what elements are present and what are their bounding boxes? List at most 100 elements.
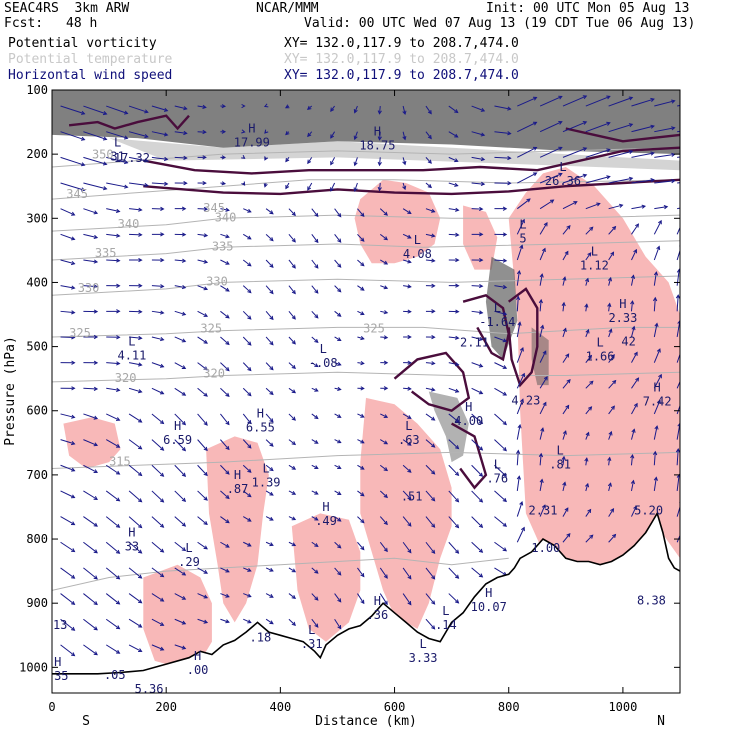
wind-vector-head [681,526,684,530]
wind-vector-head [515,295,521,301]
wind-vector-head [610,251,615,256]
wind-vector-head [606,121,611,126]
wind-vector-head [241,103,246,109]
wind-vector-head [612,379,617,385]
wind-vector [494,156,511,159]
wind-vector-head [225,367,230,372]
wind-vector [357,336,364,340]
wind-vector-head [291,211,296,217]
wind-vector-head [247,619,252,624]
wind-vector [562,379,571,389]
wind-vector-head [454,158,459,163]
wind-vector-head [269,315,274,321]
theta-label: 345 [66,187,88,201]
wind-vector-head [686,205,689,208]
wind-vector [83,464,98,473]
wind-vector [128,567,142,579]
wind-vector [402,413,412,419]
wind-vector-head [307,132,312,138]
wind-vector-head [612,533,617,539]
wind-vector-head [407,309,412,314]
wind-vector-head [269,620,274,625]
wind-vector [378,131,381,140]
wind-vector-head [654,322,659,327]
wind-vector [562,302,565,312]
theta-label: 325 [69,326,91,340]
extremum-value: 2.11 [460,336,489,350]
wind-vector [494,387,507,396]
wind-vector-head [628,96,634,101]
wind-vector [608,150,633,158]
wind-vector-head [653,476,658,481]
wind-vector-head [454,574,460,579]
wind-vector-head [183,155,188,161]
wind-vector-head [427,184,433,189]
theta-contour [52,147,680,168]
wind-vector-head [628,149,634,154]
wind-vector [174,310,186,316]
wind-vector [471,464,483,477]
wind-vector-head [337,263,342,268]
wind-vector [128,439,142,450]
wind-vector-head [407,468,412,473]
y-tick-label: 500 [26,340,48,354]
wind-vector-head [480,132,486,137]
wind-vector [334,618,342,629]
wind-vector-head [652,450,658,456]
x-tick-label: 1000 [608,700,637,714]
wind-vector [402,131,406,140]
wind-vector-head [360,360,365,366]
wind-vector [608,252,614,261]
wind-vector [242,285,252,293]
wind-vector-head [93,651,98,656]
wind-vector [425,516,435,528]
wind-vector [448,233,459,236]
wind-vector-head [285,157,290,163]
wind-vector-head [247,542,252,547]
wind-vector-head [225,568,230,573]
wind-vector [516,219,525,235]
wind-vector-head [314,314,319,319]
wind-vector [60,567,75,579]
y-axis-label: Pressure (hPa) [3,336,18,446]
wind-vector-head [115,523,121,528]
wind-vector-head [269,542,274,547]
theta-contour [52,557,509,591]
extremum-marker: H [374,594,381,608]
wind-vector [585,483,589,492]
wind-vector-head [138,498,143,503]
wind-vector-head [138,257,143,263]
wind-vector-head [225,261,230,265]
wind-vector-head [585,277,590,283]
wind-vector-head [159,646,165,651]
wind-vector-head [284,104,290,109]
wind-vector [311,362,319,368]
wind-vector-head [502,421,507,426]
extremum-value: 33 [125,540,139,554]
extremum-marker: H [194,649,201,663]
wind-vector-head [116,335,121,340]
wind-vector-head [116,233,121,238]
wind-vector [494,541,507,552]
wind-vector [334,336,341,341]
wind-vector [174,439,186,451]
wind-vector-head [163,181,169,186]
wind-vector [220,310,230,319]
extremum-value: .63 [398,433,420,447]
wind-vector [242,490,252,497]
wind-vector [562,482,566,492]
wind-vector-head [407,284,412,289]
wind-vector [494,567,507,576]
field-name-pv: Potential vorticity [8,36,157,51]
wind-vectors [60,95,689,657]
wind-vector-head [656,348,661,353]
wind-vector-head [606,148,611,153]
wind-vector-head [269,593,274,598]
wind-vector [471,182,485,185]
wind-vector-head [383,260,389,265]
wind-vector-head [71,211,76,216]
wind-vector-head [635,377,640,382]
wind-vector-head [138,648,143,652]
wind-vector [220,208,229,211]
wind-vector [60,182,85,191]
